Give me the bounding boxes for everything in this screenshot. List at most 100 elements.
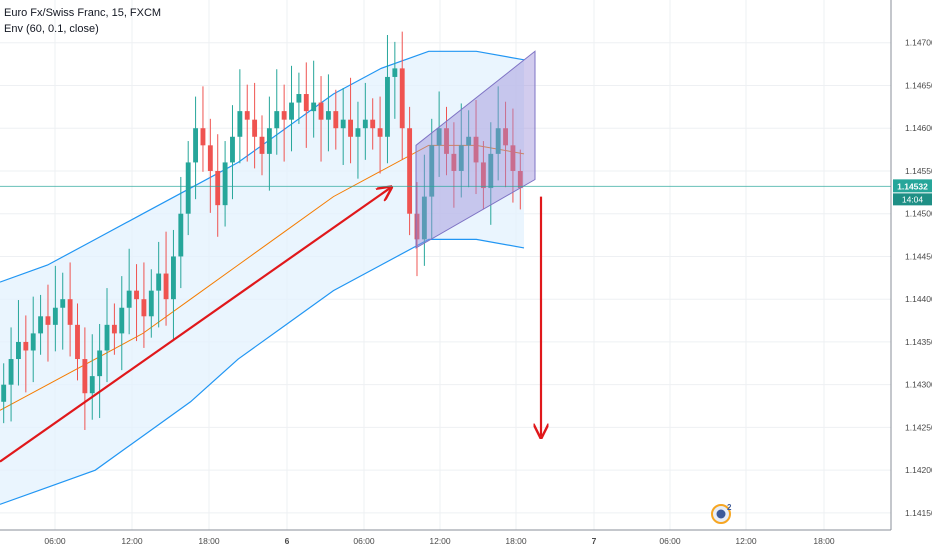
calendar-events-icon[interactable]: 2: [711, 503, 732, 524]
x-tick-label-5: 12:00: [429, 536, 451, 546]
candle-body-37: [274, 111, 280, 129]
candle-body-17: [126, 290, 132, 308]
indicator-legend[interactable]: Env (60, 0.1, close): [4, 23, 99, 35]
candle-44: [325, 74, 331, 152]
candle-11: [82, 327, 88, 430]
candle-49: [362, 82, 368, 160]
candle-body-18: [134, 290, 139, 300]
candle-body-28: [207, 145, 213, 171]
candle-body-68: [503, 128, 508, 146]
events-badge-count: 2: [727, 503, 732, 512]
candle-body-39: [289, 102, 294, 120]
candle-35: [259, 115, 265, 176]
candle-52: [385, 35, 390, 164]
candles: [1, 31, 523, 430]
candle-body-22: [163, 273, 169, 300]
candle-body-11: [82, 359, 88, 394]
candle-36: [266, 96, 272, 191]
candle-64: [473, 100, 479, 195]
candle-26: [193, 96, 199, 200]
candle-body-25: [185, 162, 191, 214]
candle-45: [333, 89, 339, 150]
candle-46: [340, 88, 346, 165]
candle-28: [207, 118, 213, 213]
candle-5: [38, 294, 44, 355]
candle-70: [517, 149, 523, 210]
candle-39: [289, 65, 294, 152]
candle-17: [126, 248, 132, 335]
candle-body-61: [451, 153, 457, 171]
y-tick-label-8: 1.14550: [905, 166, 932, 176]
candle-body-46: [340, 119, 346, 129]
last-price-badge[interactable]: [893, 179, 932, 193]
candle-38: [281, 84, 287, 162]
candle-body-40: [296, 94, 302, 103]
candle-43: [318, 76, 324, 162]
candle-31: [230, 105, 235, 200]
x-tick-label-8: 06:00: [659, 536, 681, 546]
candle-59: [436, 91, 442, 177]
drawings[interactable]: [0, 50, 541, 463]
candle-29: [215, 134, 221, 237]
countdown-badge: [893, 193, 932, 206]
candle-30: [222, 141, 228, 227]
y-tick-label-1: 1.14200: [905, 465, 932, 475]
candle-body-2: [16, 341, 21, 360]
candle-61: [451, 122, 457, 208]
candle-body-13: [97, 350, 103, 377]
candle-55: [407, 106, 413, 236]
candle-body-32: [237, 111, 243, 137]
y-tick-label-6: 1.14450: [905, 251, 932, 261]
envelope-basis-line: [0, 144, 525, 411]
candle-body-47: [348, 119, 353, 137]
candle-body-14: [104, 324, 110, 351]
candle-body-10: [75, 324, 80, 360]
candle-32: [237, 69, 243, 164]
candle-body-34: [252, 119, 258, 137]
y-tick-label-7: 1.14500: [905, 209, 932, 219]
x-tick-label-9: 12:00: [735, 536, 757, 546]
x-tick-label-4: 06:00: [353, 536, 375, 546]
candle-body-57: [421, 196, 427, 240]
y-tick-label-4: 1.14350: [905, 337, 932, 347]
candle-body-36: [266, 128, 272, 154]
trend-arrow-0[interactable]: [0, 188, 390, 463]
candle-41: [303, 62, 309, 148]
events-layer[interactable]: 2: [711, 503, 732, 524]
candle-body-54: [399, 68, 405, 129]
candle-18: [134, 264, 139, 342]
candle-body-70: [517, 170, 523, 189]
events-icon-core: [716, 509, 726, 519]
candle-body-31: [230, 136, 235, 163]
candle-body-5: [38, 316, 44, 334]
symbol-title[interactable]: Euro Fx/Swiss Franc, 15, FXCM: [4, 7, 162, 19]
candle-0: [1, 363, 7, 424]
candle-67: [495, 86, 501, 181]
candle-body-35: [259, 136, 265, 154]
candle-21: [156, 241, 162, 328]
candle-body-1: [8, 359, 14, 385]
candle-47: [348, 77, 353, 164]
x-tick-label-2: 18:00: [198, 536, 220, 546]
parallel-channel[interactable]: [415, 50, 536, 249]
candle-body-16: [119, 307, 125, 334]
candle-3: [23, 315, 29, 393]
candle-body-23: [171, 256, 176, 300]
candle-body-52: [385, 76, 390, 137]
y-tick-label-10: 1.14650: [905, 80, 932, 90]
candle-58: [429, 118, 435, 239]
x-tick-label-6: 18:00: [505, 536, 527, 546]
y-tick-label-2: 1.14250: [905, 422, 932, 432]
candle-8: [60, 272, 66, 350]
candle-body-44: [325, 111, 331, 120]
candle-body-19: [141, 299, 147, 317]
candle-50: [370, 98, 376, 150]
candle-body-3: [23, 341, 29, 351]
candle-body-60: [444, 128, 449, 154]
candle-body-24: [178, 213, 184, 257]
candle-body-55: [407, 128, 413, 214]
candle-body-26: [193, 128, 199, 163]
candle-13: [97, 323, 103, 419]
